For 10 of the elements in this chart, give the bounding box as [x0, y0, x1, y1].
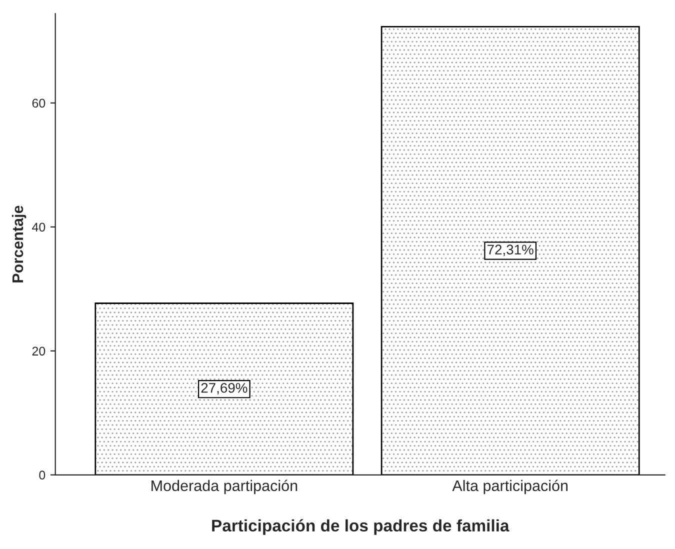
y-axis-title: Porcentaje: [12, 206, 26, 282]
data-label: 72,31%: [488, 244, 534, 256]
y-tick-label: 40: [32, 222, 46, 232]
x-tick-label: Alta participación: [452, 480, 568, 494]
y-tick-label: 20: [32, 346, 46, 356]
x-tick-label: Moderada partipación: [152, 480, 298, 494]
x-axis-title: Participación de los padres de familia: [212, 519, 510, 535]
y-tick-label: 60: [32, 98, 46, 108]
y-tick-label: 0: [39, 470, 46, 480]
data-label: 27,69%: [201, 382, 248, 394]
